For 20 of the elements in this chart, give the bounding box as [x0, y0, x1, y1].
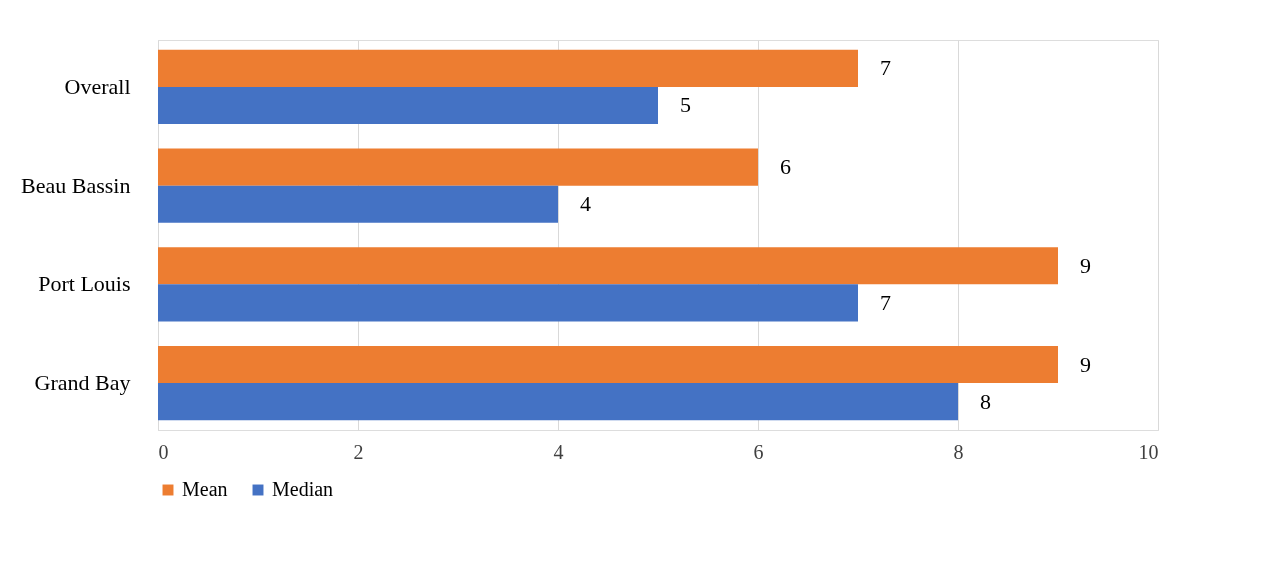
legend-label: Median	[272, 478, 334, 500]
x-tick-label: 0	[158, 440, 169, 463]
x-tick-label: 10	[1138, 440, 1159, 463]
data-label: 7	[880, 55, 891, 81]
x-tick-label: 6	[753, 440, 764, 463]
y-tick-label: Beau Bassin	[21, 172, 131, 198]
x-tick-label: 8	[953, 440, 964, 463]
data-label: 7	[880, 289, 891, 315]
data-label: 8	[980, 388, 991, 414]
y-tick-label: Overall	[64, 73, 131, 99]
x-tick-label: 2	[353, 440, 364, 463]
data-label: 6	[780, 154, 791, 180]
data-label: 9	[1080, 252, 1091, 278]
data-label: 9	[1080, 351, 1091, 377]
data-label: 4	[580, 191, 591, 217]
legend-label: Mean	[182, 478, 228, 500]
x-tick-label: 4	[553, 440, 564, 463]
data-label: 5	[680, 92, 691, 118]
y-tick-label: Port Louis	[38, 271, 131, 297]
y-tick-label: Grand Bay	[34, 370, 131, 396]
